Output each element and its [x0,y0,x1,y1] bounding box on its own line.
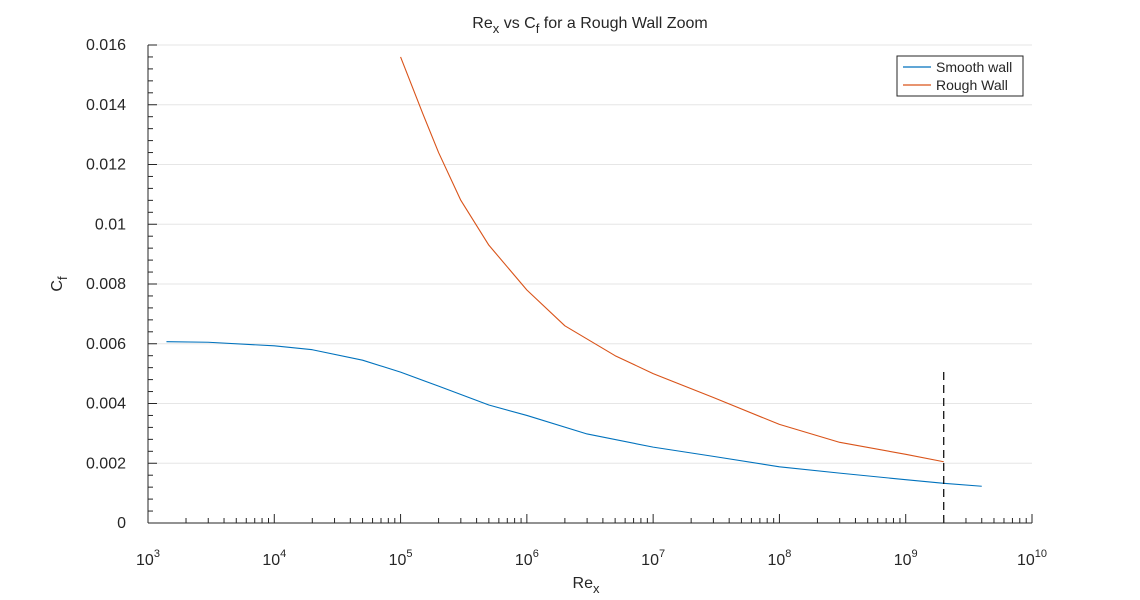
y-tick-label: 0.004 [86,396,126,413]
y-tick-label: 0.016 [86,37,126,54]
x-tick-label: 109 [894,548,918,569]
y-tick-label: 0.014 [86,97,126,114]
y-tick-label: 0.01 [95,216,126,233]
legend-label-0: Smooth wall [936,59,1012,75]
x-tick-label: 104 [262,548,286,569]
x-tick-label: 1010 [1017,548,1047,569]
x-tick-label: 108 [767,548,791,569]
x-tick-label: 107 [641,548,665,569]
chart-title: Rex vs Cf for a Rough Wall Zoom [472,15,707,36]
y-tick-label: 0.006 [86,336,126,353]
axes [147,44,1033,524]
legend-box [896,55,1024,97]
x-axis-title: Rex [573,575,600,596]
legend-label-1: Rough Wall [936,77,1008,93]
x-tick-label: 103 [136,548,160,569]
y-axis-title: Cf [49,276,70,292]
series-line-0 [166,341,982,487]
y-gridlines [148,44,1032,464]
legend: Smooth wall Rough Wall [896,55,1024,97]
x-tick-label: 105 [389,548,413,569]
y-tick-label: 0.008 [86,276,126,293]
y-tick-label: 0.012 [86,157,126,174]
tick-labels: 0 0.002 0.004 0.006 0.008 0.01 0.012 0.014 0.016… [86,37,1047,569]
titles: Rex vs Cf for a Rough Wall Zoom Rex Cf [49,15,708,596]
series-line-1 [400,56,944,463]
plot-area [166,56,982,487]
y-tick-label: 0.002 [86,455,126,472]
y-tick-label: 0 [117,515,126,532]
x-tick-label: 106 [515,548,539,569]
